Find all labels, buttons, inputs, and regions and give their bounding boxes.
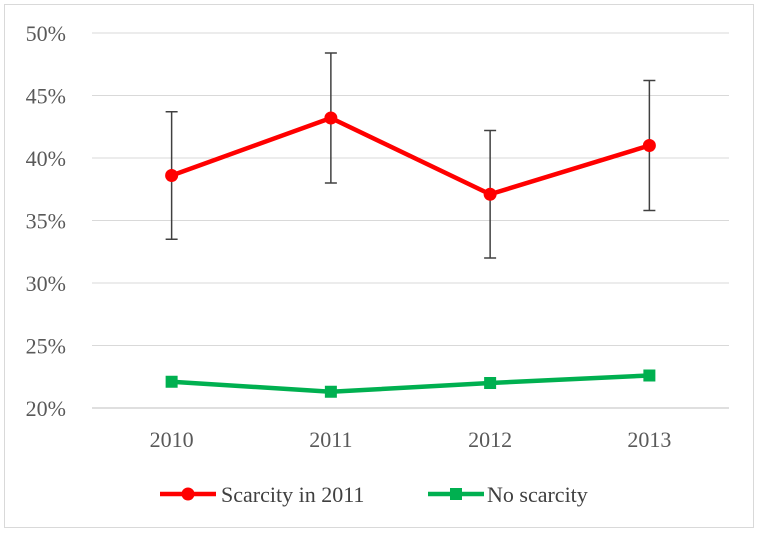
y-tick-label: 20% [26, 396, 66, 421]
legend-label: Scarcity in 2011 [221, 482, 364, 507]
data-point [643, 369, 656, 382]
data-point [324, 111, 338, 125]
chart-frame [4, 4, 754, 528]
data-point [165, 375, 178, 388]
data-point [165, 169, 179, 182]
legend-marker [181, 487, 195, 501]
series-lines [165, 111, 656, 398]
series-line [171, 373, 650, 394]
y-tick-label: 45% [26, 84, 66, 109]
y-tick-label: 25% [26, 334, 66, 359]
legend-marker [450, 488, 462, 500]
data-point [642, 139, 656, 152]
data-point [484, 377, 497, 389]
x-tick-label: 2012 [468, 427, 512, 452]
y-tick-label: 35% [26, 209, 66, 234]
legend-entry: No scarcity [428, 482, 588, 507]
y-tick-label: 50% [26, 21, 66, 46]
series-line [170, 115, 651, 197]
x-axis-tick-labels: 2010 2011 2012 2013 [150, 427, 672, 452]
y-axis-tick-labels: 20% 25% 30% 35% 40% 45% 50% [26, 21, 66, 421]
gridlines [92, 32, 729, 409]
x-tick-label: 2011 [309, 427, 352, 452]
x-tick-label: 2013 [627, 427, 671, 452]
y-tick-label: 30% [26, 271, 66, 296]
x-tick-label: 2010 [150, 427, 194, 452]
legend-entry: Scarcity in 2011 [160, 482, 364, 507]
legend-label: No scarcity [487, 482, 588, 507]
y-tick-label: 40% [26, 146, 66, 171]
data-point [483, 187, 497, 201]
legend: Scarcity in 2011 No scarcity [160, 482, 588, 507]
data-point [324, 385, 337, 398]
